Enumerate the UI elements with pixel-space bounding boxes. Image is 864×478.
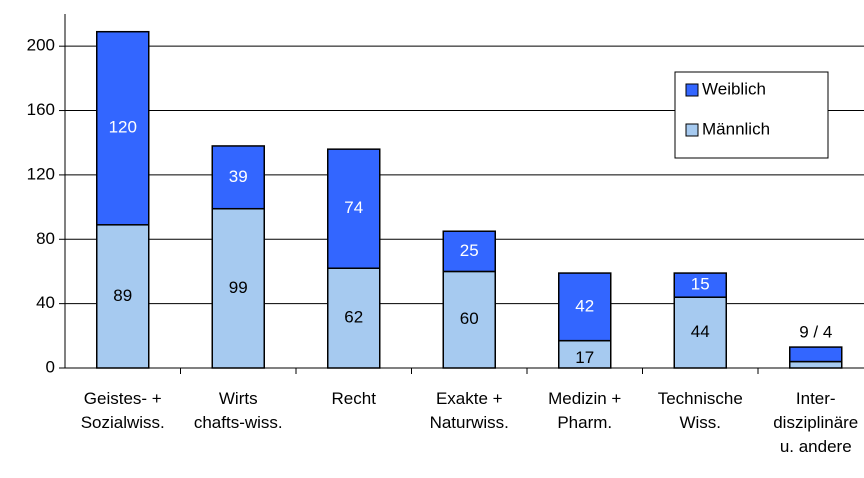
- data-label: 120: [109, 118, 137, 137]
- bar-segment: [211, 207, 265, 369]
- x-tick-label: Technische Wiss.: [658, 389, 743, 432]
- bar-segment: [327, 267, 381, 369]
- x-tick-label: Inter-disziplinäre u. andere: [773, 389, 858, 456]
- bar-segment: [558, 272, 612, 342]
- legend-label: Weiblich: [702, 79, 766, 98]
- x-tick-label: Geistes- + Sozialwiss.: [81, 389, 165, 432]
- annotation: 9 / 4: [799, 323, 832, 342]
- y-tick-label: 160: [27, 100, 55, 119]
- data-label: 60: [460, 309, 479, 328]
- x-tick-label: Wirts chafts-wiss.: [194, 389, 283, 432]
- data-label: 89: [113, 286, 132, 305]
- data-label: 17: [575, 348, 594, 367]
- bar-segment: [96, 224, 150, 369]
- data-label: 44: [691, 322, 710, 341]
- bar-segment: [673, 296, 727, 369]
- x-tick-label: Exakte + Naturwiss.: [430, 389, 509, 432]
- x-tick-label: Recht: [332, 389, 377, 408]
- y-tick-label: 80: [36, 229, 55, 248]
- data-label: 15: [691, 275, 710, 294]
- bar-segment: [211, 145, 265, 210]
- data-label: 39: [229, 167, 248, 186]
- legend-swatch: [685, 83, 699, 97]
- data-label: 74: [344, 198, 363, 217]
- y-tick-label: 120: [27, 164, 55, 183]
- bar-segment: [442, 230, 496, 273]
- data-label: 99: [229, 278, 248, 297]
- bar-segment: [96, 30, 150, 226]
- bar-segment: [327, 148, 381, 269]
- x-tick-label: Medizin + Pharm.: [548, 389, 621, 432]
- y-tick-label: 0: [46, 357, 55, 376]
- y-tick-label: 40: [36, 293, 55, 312]
- legend-box: [674, 71, 829, 159]
- y-tick-label: 200: [27, 36, 55, 55]
- bar-segment: [789, 346, 843, 363]
- data-label: 42: [575, 296, 594, 315]
- legend-label: Männlich: [702, 119, 770, 138]
- bar-segment: [789, 360, 843, 369]
- data-label: 25: [460, 241, 479, 260]
- bar-segment: [673, 272, 727, 298]
- bar-segment: [442, 270, 496, 369]
- data-label: 62: [344, 308, 363, 327]
- legend-swatch: [685, 123, 699, 137]
